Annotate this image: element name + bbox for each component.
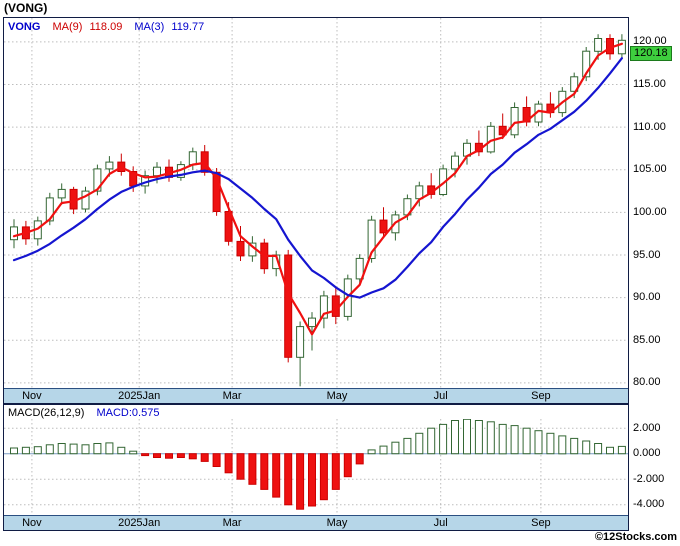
price-y-axis: 120.00 115.00 110.00 105.00 100.00 95.00 90.00… [630, 18, 680, 388]
macd-legend-value: MACD:0.575 [96, 407, 160, 419]
macd-legend-name: MACD(26,12,9) [8, 407, 85, 419]
x-axis-tick: 2025Jan [118, 517, 161, 529]
macd-y-tick: 2.000 [633, 421, 661, 434]
macd-x-axis-band: Nov 2025Jan Mar May Jul Sep [4, 515, 628, 530]
legend-ma3-label: MA(3) [134, 21, 165, 33]
x-axis-tick: Mar [222, 517, 242, 529]
price-plot [4, 18, 628, 388]
price-y-tick: 90.00 [633, 291, 661, 304]
page-title: (VONG) [4, 1, 48, 15]
x-axis-tick: 2025Jan [118, 390, 161, 402]
legend-ma3-value: 119.77 [171, 21, 205, 33]
x-axis-tick: Jul [433, 517, 448, 529]
last-price-badge: 120.18 [630, 46, 672, 61]
macd-chart: MACD(26,12,9) MACD:0.575 Nov 2025Jan Mar Ma… [3, 404, 629, 531]
price-chart: VONG MA(9) 118.09 MA(3) 119.77 Nov 2025Ja… [3, 17, 629, 404]
x-axis-tick: Mar [222, 390, 242, 402]
x-axis-tick: Nov [22, 390, 42, 402]
price-y-tick: 95.00 [633, 248, 661, 261]
price-y-tick: 80.00 [633, 376, 661, 389]
macd-y-tick: 0.000 [633, 447, 661, 460]
macd-y-tick: -4.000 [633, 498, 665, 511]
price-y-tick: 110.00 [633, 120, 666, 133]
x-axis-tick: Nov [22, 517, 42, 529]
x-axis-tick: Sep [531, 390, 551, 402]
legend-ma9-value: 118.09 [89, 21, 123, 33]
price-chart-legend: VONG MA(9) 118.09 MA(3) 119.77 [8, 21, 213, 33]
x-axis-tick: Jul [433, 390, 448, 402]
price-y-tick: 100.00 [633, 205, 667, 218]
price-y-tick: 115.00 [633, 78, 666, 90]
macd-legend: MACD(26,12,9) MACD:0.575 [8, 407, 168, 419]
price-y-tick: 105.00 [633, 163, 667, 176]
x-axis-tick: May [326, 390, 348, 402]
legend-ma9-label: MA(9) [52, 21, 83, 33]
x-axis-tick: May [326, 517, 348, 529]
watermark-link[interactable]: ©12Stocks.com [594, 531, 677, 543]
macd-y-tick: -2.000 [633, 472, 665, 485]
macd-plot [4, 419, 628, 515]
legend-symbol: VONG [8, 21, 41, 33]
price-y-tick: 85.00 [633, 333, 661, 346]
price-x-axis-band: Nov 2025Jan Mar May Jul Sep [4, 388, 628, 403]
x-axis-tick: Sep [531, 517, 551, 529]
macd-y-axis: 2.000 0.000 -2.000 -4.000 [630, 419, 680, 515]
price-y-tick: 120.00 [633, 35, 667, 48]
